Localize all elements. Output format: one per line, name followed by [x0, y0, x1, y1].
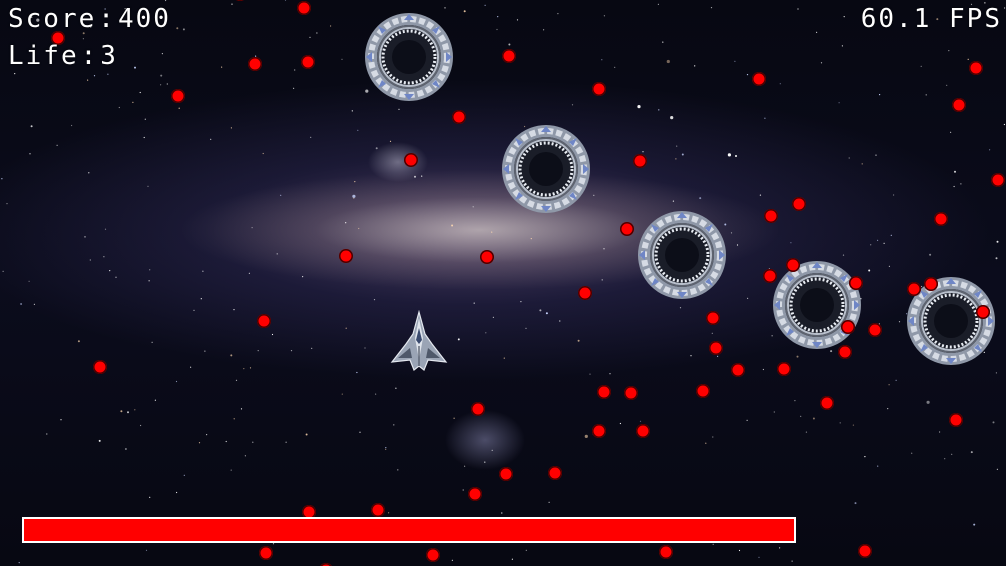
- enemy-bullet: [548, 466, 562, 480]
- enemy-bullet: [838, 345, 852, 359]
- ring-portal-enemy: [772, 260, 862, 350]
- enemy-bullet: [786, 258, 800, 272]
- fps-counter: 60.1 FPS: [861, 4, 1002, 34]
- starfighter-icon: [390, 310, 448, 371]
- enemy-bullet: [991, 173, 1005, 187]
- enemy-bullet: [301, 55, 315, 69]
- life-label: Life: [8, 41, 79, 71]
- enemy-bullet: [93, 360, 107, 374]
- enemy-bullet: [633, 154, 647, 168]
- enemy-bullet: [592, 82, 606, 96]
- enemy-bullet: [468, 487, 482, 501]
- enemy-bullet: [426, 548, 440, 562]
- enemy-bullet: [858, 544, 872, 558]
- enemy-bullet: [934, 212, 948, 226]
- enemy-bullet: [696, 384, 710, 398]
- enemy-bullet: [499, 467, 513, 481]
- enemy-bullet: [706, 311, 720, 325]
- enemy-bullet: [248, 57, 262, 71]
- enemy-bullet: [763, 269, 777, 283]
- health-bar-fill: [24, 519, 794, 541]
- score-value: 400: [117, 4, 171, 34]
- enemy-bullet: [952, 98, 966, 112]
- score-display: Score:400: [8, 4, 171, 34]
- enemy-bullet: [820, 396, 834, 410]
- enemy-bullet: [709, 341, 723, 355]
- enemy-bullet: [233, 0, 247, 1]
- enemy-bullet: [480, 250, 494, 264]
- enemy-bullet: [969, 61, 983, 75]
- enemy-bullet: [502, 49, 516, 63]
- score-label: Score: [8, 4, 97, 34]
- enemy-bullet: [620, 222, 634, 236]
- enemy-bullet: [371, 503, 385, 517]
- enemy-bullet: [471, 402, 485, 416]
- enemy-bullet: [404, 153, 418, 167]
- enemy-bullet: [297, 1, 311, 15]
- enemy-bullet: [924, 277, 938, 291]
- enemy-bullet: [949, 413, 963, 427]
- enemy-bullet: [752, 72, 766, 86]
- enemy-bullet: [764, 209, 778, 223]
- enemy-bullet: [659, 545, 673, 559]
- fps-value: 60.1: [860, 4, 932, 34]
- health-bar: [22, 517, 796, 543]
- enemy-bullet: [868, 323, 882, 337]
- enemy-bullet: [976, 305, 990, 319]
- enemy-bullet: [452, 110, 466, 124]
- enemy-bullet: [259, 546, 273, 560]
- ring-portal-enemy: [637, 210, 727, 300]
- enemy-bullet: [792, 197, 806, 211]
- life-value: 3: [100, 41, 118, 71]
- enemy-bullet: [636, 424, 650, 438]
- fps-unit: FPS: [949, 4, 1002, 34]
- life-display: Life:3: [8, 41, 118, 71]
- enemy-bullet: [302, 505, 316, 519]
- enemy-bullet: [841, 320, 855, 334]
- enemy-bullet: [592, 424, 606, 438]
- enemy-bullet: [849, 276, 863, 290]
- enemy-bullet: [597, 385, 611, 399]
- ring-portal-enemy: [364, 12, 454, 102]
- enemy-bullet: [339, 249, 353, 263]
- enemy-bullet: [257, 314, 271, 328]
- enemy-bullet: [171, 89, 185, 103]
- enemy-bullet: [907, 282, 921, 296]
- enemy-bullet: [51, 31, 65, 45]
- enemy-bullet: [731, 363, 745, 377]
- enemy-bullet: [777, 362, 791, 376]
- ring-portal-enemy: [501, 124, 591, 214]
- enemy-bullet: [319, 563, 333, 566]
- enemy-bullet: [578, 286, 592, 300]
- enemy-bullet: [624, 386, 638, 400]
